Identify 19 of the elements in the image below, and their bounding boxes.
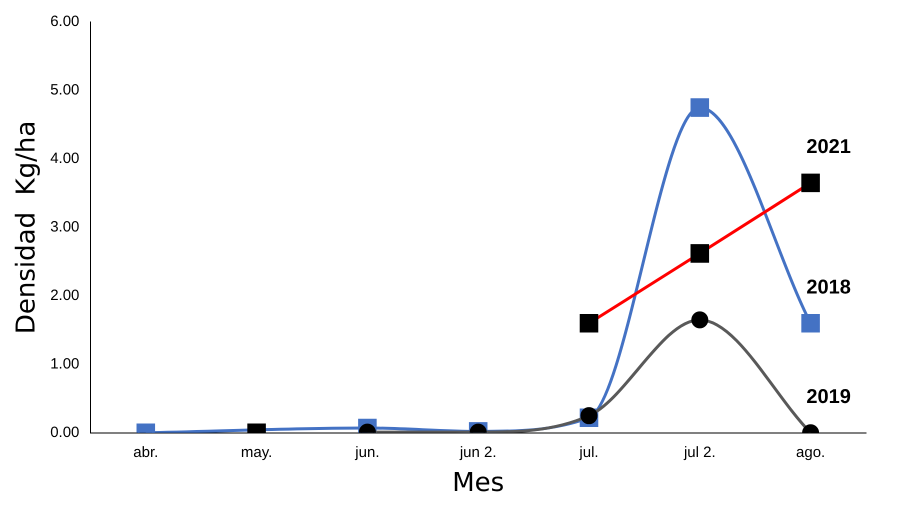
x-tick-label: jun. <box>354 444 380 461</box>
y-tick-label: 4.00 <box>50 150 80 168</box>
x-tick-label: jun 2. <box>458 444 497 461</box>
y-tick-label: 6.00 <box>50 13 80 30</box>
x-tick-label: may. <box>240 444 272 461</box>
x-tick-label: abr. <box>133 444 158 461</box>
y-axis-title: Densidad Kg/ha <box>11 120 42 334</box>
y-tick-label: 2.00 <box>50 287 80 304</box>
x-tick-label: ago. <box>796 444 826 461</box>
x-axis-title: Mes <box>452 468 504 498</box>
y-tick-label: 1.00 <box>50 355 80 372</box>
x-tick-label: jul. <box>578 444 599 461</box>
x-tick-label: jul 2. <box>682 444 716 461</box>
y-tick-label: 0.00 <box>50 424 80 441</box>
y-tick-label: 5.00 <box>50 82 80 99</box>
series-label: 2018 <box>806 276 851 298</box>
series-label: 2021 <box>806 136 851 158</box>
series-label: 2019 <box>806 386 851 408</box>
y-tick-label: 3.00 <box>50 218 80 236</box>
